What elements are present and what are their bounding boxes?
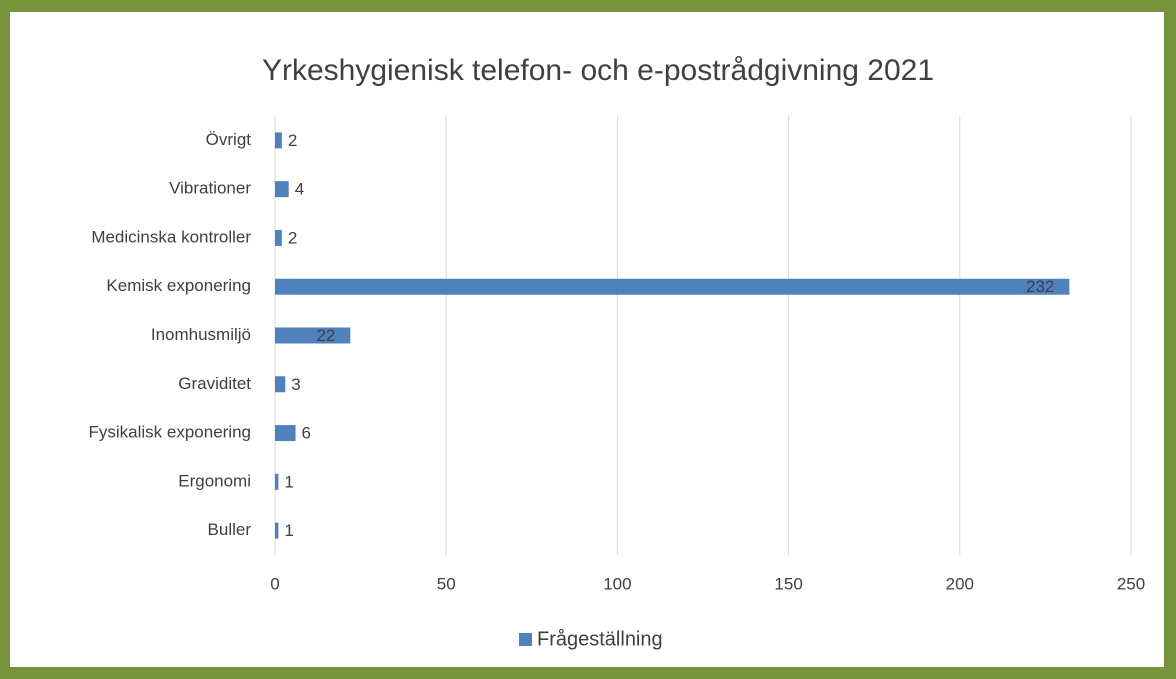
y-tick-label: Inomhusmiljö [151,325,251,344]
data-label: 2 [288,131,297,150]
legend-swatch [519,633,532,646]
bar [275,473,279,490]
x-tick-label: 100 [603,574,631,593]
data-label: 4 [295,180,304,199]
data-label: 1 [284,521,293,540]
y-tick-label: Vibrationer [169,179,251,198]
x-tick-label: 250 [1117,574,1145,593]
y-tick-label: Graviditet [178,374,251,393]
chart-title: Yrkeshygienisk telefon- och e-postrådgiv… [262,54,934,87]
y-tick-label: Fysikalisk exponering [88,423,251,442]
y-tick-label: Buller [208,520,252,539]
legend-label: Frågeställning [537,628,663,650]
chart-area [10,12,1164,667]
data-label: 22 [316,326,335,345]
y-tick-label: Övrigt [206,130,252,149]
data-label: 6 [302,424,311,443]
x-tick-label: 50 [437,574,456,593]
data-label: 2 [288,228,297,247]
bar [275,132,282,149]
bar [275,229,282,246]
bar [275,425,296,442]
data-label: 232 [1026,277,1054,296]
data-label: 3 [291,375,300,394]
bar [275,327,351,344]
x-tick-label: 150 [774,574,802,593]
y-tick-label: Ergonomi [178,471,251,490]
y-tick-label: Kemisk exponering [106,276,251,295]
x-tick-label: 0 [270,574,279,593]
bar [275,278,1070,295]
bar [275,522,279,539]
x-tick-label: 200 [946,574,974,593]
data-label: 1 [284,472,293,491]
y-tick-label: Medicinska kontroller [91,227,251,246]
bar [275,181,289,198]
bar [275,376,286,393]
